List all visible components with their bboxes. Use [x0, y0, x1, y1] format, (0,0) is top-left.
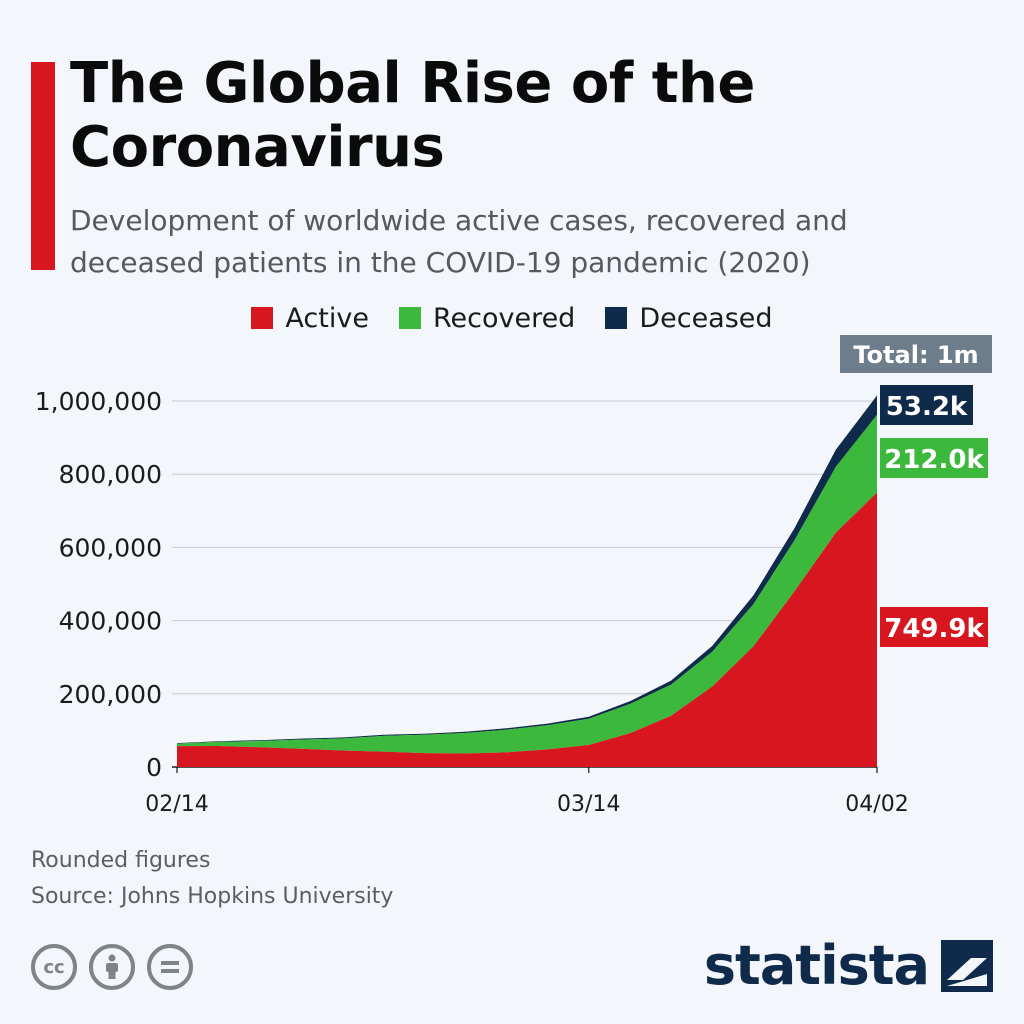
y-tick-label: 200,000 — [59, 680, 162, 709]
x-tick-label: 03/14 — [557, 792, 620, 817]
legend-item-deceased: Deceased — [605, 302, 773, 334]
end-label-active: 749.9k — [884, 614, 984, 644]
legend-item-recovered: Recovered — [398, 302, 576, 334]
statista-logo-icon — [941, 939, 993, 992]
footnote-rounded: Rounded figures — [31, 848, 211, 873]
total-badge-bg — [840, 335, 992, 373]
legend-swatch-deceased — [605, 307, 628, 329]
y-tick-label: 1,000,000 — [35, 387, 162, 416]
statista-logo[interactable]: statista — [704, 934, 993, 997]
series-active-area — [177, 492, 877, 767]
end-label-deceased: 53.2k — [886, 392, 968, 422]
legend-label-recovered: Recovered — [432, 302, 576, 334]
cc-icon[interactable]: cc — [31, 944, 77, 990]
legend-label-deceased: Deceased — [639, 302, 773, 334]
stacked-area-chart: 0 200,000 400,000 600,000 800,000 1,000,000 02… — [35, 335, 992, 817]
end-label-recovered: 212.0k — [884, 445, 984, 475]
person-glyph-icon — [106, 954, 118, 979]
y-tick-label: 0 — [146, 753, 162, 782]
series-deceased-area — [177, 395, 877, 744]
series-recovered-area — [177, 414, 877, 754]
total-badge-label: Total: 1m — [853, 341, 978, 369]
legend-item-active: Active — [251, 303, 369, 334]
brand-wordmark: statista — [703, 934, 930, 997]
page-subtitle: Development of worldwide active cases, r… — [70, 204, 848, 279]
y-tick-label: 400,000 — [59, 607, 162, 636]
y-tick-label: 600,000 — [59, 533, 162, 562]
legend-label-active: Active — [285, 302, 369, 334]
legend-swatch-active — [251, 307, 274, 329]
end-label-recovered-bg — [880, 438, 988, 478]
license-icons: cc — [31, 944, 193, 990]
x-tick-label: 04/02 — [845, 792, 908, 817]
chart-legend: Active Recovered Deceased — [0, 298, 1024, 338]
nd-equals-icon[interactable] — [147, 944, 193, 990]
legend-swatch-recovered — [398, 307, 421, 329]
footnote-source: Source: Johns Hopkins University — [31, 884, 394, 909]
title-accent-bar — [31, 62, 55, 270]
page-title: The Global Rise of the Coronavirus — [70, 51, 755, 180]
end-label-deceased-bg — [880, 385, 973, 425]
end-label-active-bg — [880, 607, 988, 647]
equals-glyph-icon — [161, 961, 179, 973]
x-tick-label: 02/14 — [145, 792, 208, 817]
by-person-icon[interactable] — [89, 944, 135, 990]
y-tick-label: 800,000 — [59, 460, 162, 489]
